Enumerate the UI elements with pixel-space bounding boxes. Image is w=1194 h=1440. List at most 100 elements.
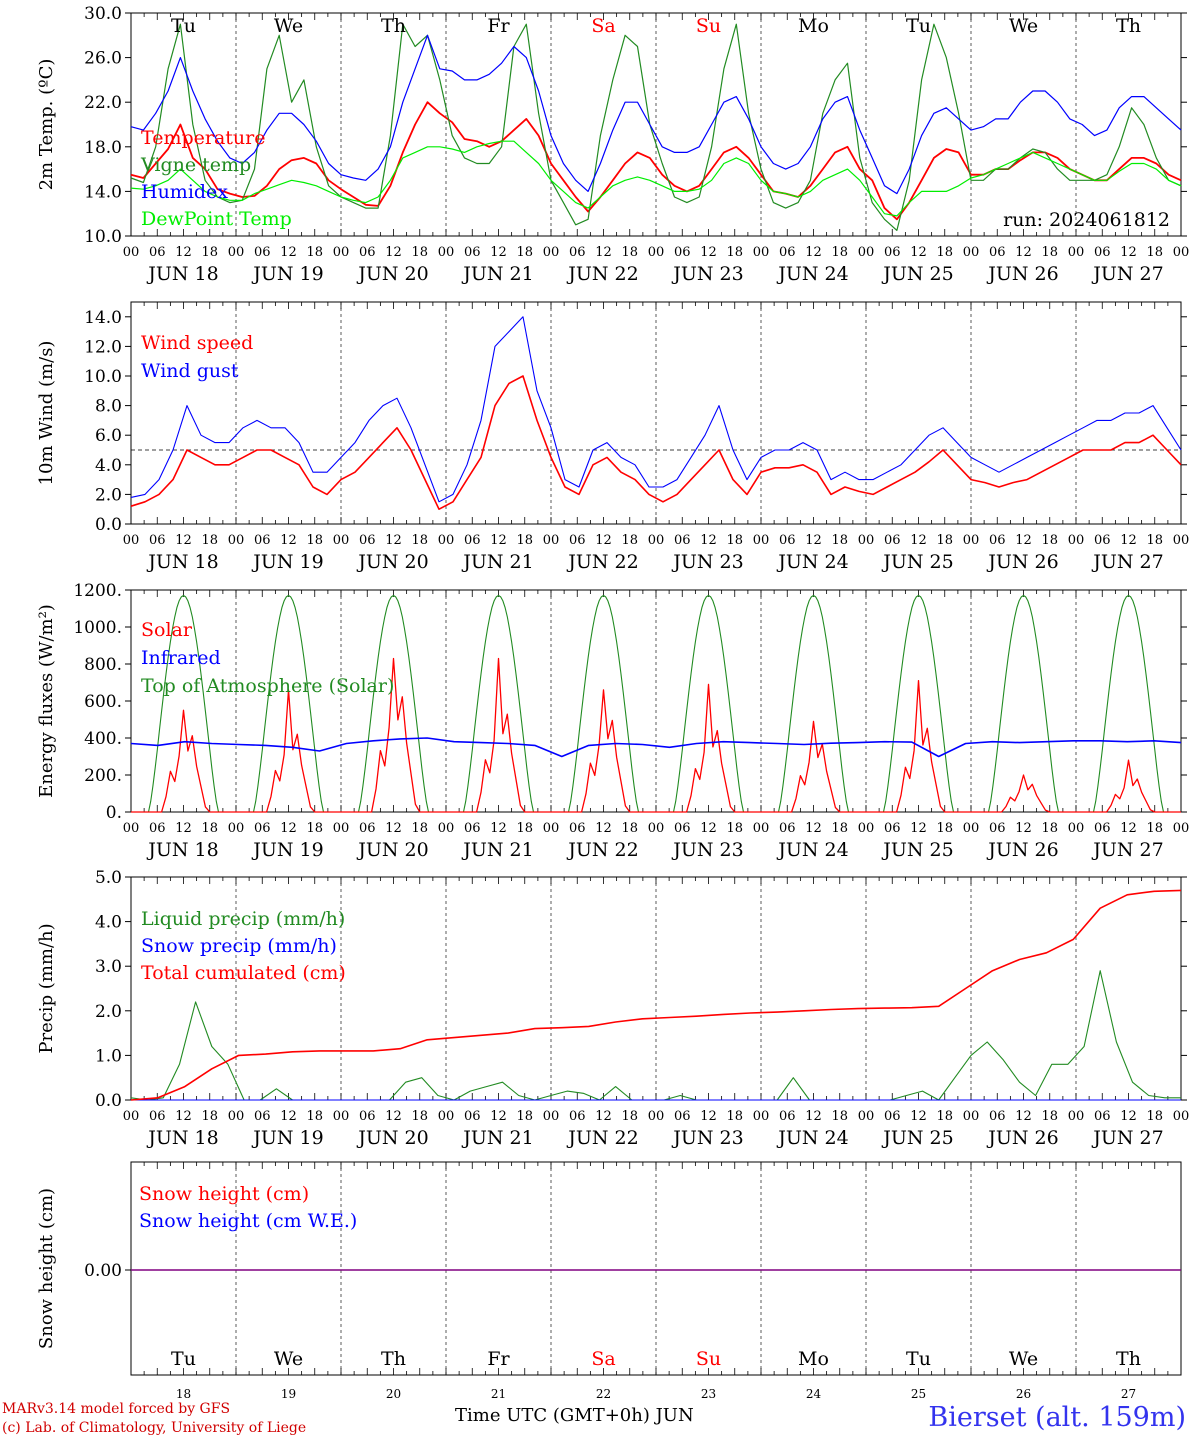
hour-tick-label: 06	[674, 533, 691, 548]
hour-tick-label: 18	[621, 245, 638, 260]
hour-tick-label: 00	[333, 533, 350, 548]
hour-tick-label: 06	[989, 821, 1006, 836]
hour-tick-label: 18	[516, 821, 533, 836]
hour-tick-label: 06	[674, 821, 691, 836]
legend-2-1: Infrared	[141, 647, 221, 669]
hour-tick-label: 00	[1173, 821, 1190, 836]
date-label: JUN 19	[251, 263, 323, 285]
date-label: JUN 22	[566, 1127, 638, 1149]
hour-tick-label: 12	[280, 533, 297, 548]
hour-tick-label: 12	[700, 1109, 717, 1124]
day-label-top: We	[1009, 15, 1038, 37]
model-credit: MARv3.14 model forced by GFS	[2, 1401, 231, 1417]
hour-tick-label: 06	[1094, 533, 1111, 548]
hour-tick-label: 00	[438, 1109, 455, 1124]
hour-tick-label: 06	[989, 1109, 1006, 1124]
hour-tick-label: 18	[831, 821, 848, 836]
hour-tick-label: 00	[123, 1109, 140, 1124]
hour-tick-label: 06	[359, 245, 376, 260]
day-label-top: Tu	[906, 15, 931, 37]
hour-tick-label: 18	[306, 245, 323, 260]
y-tick-label: 0.0	[95, 515, 122, 535]
hour-tick-label: 12	[490, 245, 507, 260]
hour-tick-label: 00	[543, 533, 560, 548]
temp-series-3	[130, 140, 1182, 217]
hour-tick-label: 06	[464, 1109, 481, 1124]
hour-tick-label: 12	[1015, 533, 1032, 548]
hour-tick-label: 06	[674, 1109, 691, 1124]
hour-tick-label: 00	[1068, 245, 1085, 260]
date-label: JUN 26	[986, 1127, 1058, 1149]
hour-tick-label: 06	[779, 245, 796, 260]
day-number: 25	[911, 1387, 926, 1401]
hour-tick-label: 12	[385, 1109, 402, 1124]
date-label: JUN 24	[776, 263, 848, 285]
hour-tick-label: 18	[411, 245, 428, 260]
day-label-bottom: Tu	[906, 1348, 931, 1370]
hour-tick-label: 12	[1015, 245, 1032, 260]
y-tick-label: 18.0	[84, 138, 122, 158]
hour-tick-label: 06	[464, 821, 481, 836]
date-label: JUN 20	[356, 551, 428, 573]
date-label: JUN 20	[356, 1127, 428, 1149]
hour-tick-label: 06	[779, 533, 796, 548]
date-label: JUN 22	[566, 551, 638, 573]
hour-tick-label: 18	[306, 1109, 323, 1124]
date-label: JUN 21	[461, 551, 533, 573]
y-tick-label: 10.0	[84, 367, 122, 387]
date-label: JUN 26	[986, 263, 1058, 285]
hour-tick-label: 12	[910, 245, 927, 260]
day-number: 20	[386, 1387, 401, 1401]
hour-tick-label: 18	[936, 1109, 953, 1124]
total-cumulated-series	[130, 889, 1182, 1101]
hour-tick-label: 18	[1041, 1109, 1058, 1124]
panel-0-frame	[130, 12, 1182, 237]
hour-tick-label: 12	[595, 245, 612, 260]
hour-tick-label: 00	[963, 821, 980, 836]
hour-tick-label: 06	[779, 821, 796, 836]
y-tick-label: 12.0	[84, 337, 122, 357]
date-label: JUN 19	[251, 1127, 323, 1149]
hour-tick-label: 00	[228, 245, 245, 260]
hour-tick-label: 12	[595, 821, 612, 836]
hour-tick-label: 00	[123, 821, 140, 836]
hour-tick-label: 06	[359, 533, 376, 548]
hour-tick-label: 18	[516, 1109, 533, 1124]
hour-tick-label: 12	[805, 821, 822, 836]
legend-2-2: Top of Atmosphere (Solar)	[141, 675, 394, 697]
hour-tick-label: 12	[175, 533, 192, 548]
hour-tick-label: 06	[359, 1109, 376, 1124]
day-label-top: Tu	[171, 15, 196, 37]
hour-tick-label: 00	[438, 533, 455, 548]
y-tick-label: 1000.	[73, 618, 122, 638]
hour-tick-label: 06	[989, 245, 1006, 260]
hour-tick-label: 00	[1068, 1109, 1085, 1124]
date-label: JUN 23	[671, 263, 743, 285]
hour-tick-label: 00	[963, 245, 980, 260]
hour-tick-label: 18	[936, 533, 953, 548]
y-tick-label: 2.0	[95, 1002, 122, 1022]
date-label: JUN 26	[986, 839, 1058, 861]
legend-3-0: Liquid precip (mm/h)	[141, 908, 345, 930]
hour-tick-label: 00	[123, 533, 140, 548]
day-label-top: Fr	[487, 15, 510, 37]
legend-2-0: Solar	[141, 619, 193, 641]
hour-tick-label: 18	[1146, 533, 1163, 548]
hour-tick-label: 12	[175, 245, 192, 260]
hour-tick-label: 00	[1173, 533, 1190, 548]
day-number: 21	[491, 1387, 506, 1401]
hour-tick-label: 00	[753, 533, 770, 548]
date-label: JUN 19	[251, 551, 323, 573]
solar-series	[131, 657, 1181, 813]
hour-tick-label: 12	[490, 1109, 507, 1124]
y-tick-label: 0.0	[95, 1091, 122, 1111]
hour-tick-label: 00	[648, 1109, 665, 1124]
hour-tick-label: 00	[858, 245, 875, 260]
y-tick-label: 14.0	[84, 308, 122, 328]
date-label: JUN 19	[251, 839, 323, 861]
hour-tick-label: 06	[884, 1109, 901, 1124]
day-label-bottom: Mo	[798, 1348, 829, 1370]
hour-tick-label: 18	[1146, 821, 1163, 836]
hour-tick-label: 18	[411, 533, 428, 548]
